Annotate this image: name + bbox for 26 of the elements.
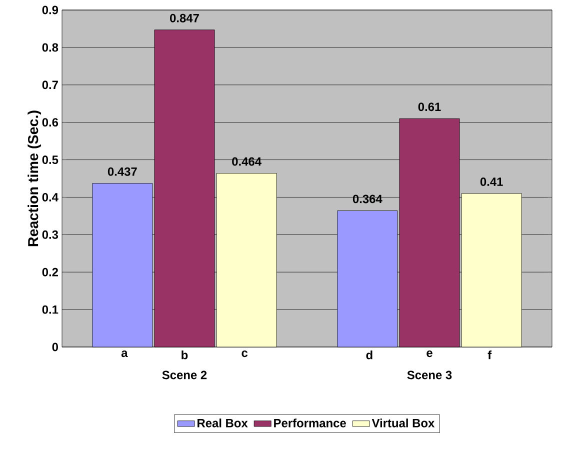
y-tick-label: 0.8 bbox=[42, 43, 58, 52]
y-tick-label: 0.9 bbox=[42, 6, 58, 14]
legend-label: Performance bbox=[274, 418, 346, 428]
y-tick-label: 0.7 bbox=[42, 80, 58, 90]
y-tick-label: 0.6 bbox=[42, 118, 58, 127]
data-label: 0.61 bbox=[418, 102, 441, 112]
text: d bbox=[366, 350, 372, 360]
y-tick-label: 0.4 bbox=[42, 192, 58, 202]
y-tick-label: 0 bbox=[52, 342, 58, 352]
text: f bbox=[488, 350, 492, 360]
data-label: 0.41 bbox=[480, 178, 503, 186]
text: a bbox=[121, 350, 128, 358]
text: e bbox=[426, 350, 432, 358]
x-tick-label: Scene 2 bbox=[162, 370, 207, 380]
legend-label: Real Box bbox=[198, 418, 248, 428]
legend-label: Virtual Box bbox=[372, 418, 435, 428]
x-tick-label: Scene 3 bbox=[407, 370, 452, 380]
y-tick-label: 0.1 bbox=[42, 305, 58, 314]
y-axis-title: Reaction time (Sec.) bbox=[28, 110, 42, 246]
y-tick-label: 0.2 bbox=[42, 268, 58, 276]
text: b bbox=[182, 350, 188, 360]
text: c bbox=[242, 350, 248, 358]
y-tick-label: 0.5 bbox=[42, 156, 58, 164]
data-label: 0.437 bbox=[108, 167, 137, 176]
data-label: 0.847 bbox=[170, 14, 199, 22]
y-tick-label: 0.3 bbox=[42, 230, 58, 239]
